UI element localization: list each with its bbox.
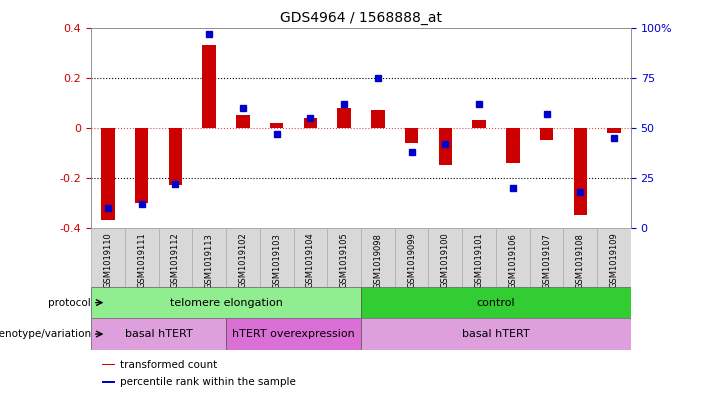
Text: GSM1019113: GSM1019113: [205, 233, 214, 288]
Text: basal hTERT: basal hTERT: [125, 329, 193, 339]
Bar: [102, 364, 115, 365]
Bar: [597, 228, 631, 287]
Bar: [294, 228, 327, 287]
Bar: [158, 228, 192, 287]
Bar: [439, 128, 452, 165]
Bar: [101, 128, 115, 220]
Bar: [226, 318, 361, 350]
Bar: [573, 128, 587, 215]
Bar: [91, 228, 125, 287]
Bar: [361, 287, 631, 318]
Bar: [226, 228, 260, 287]
Bar: [203, 45, 216, 128]
Text: GSM1019098: GSM1019098: [374, 233, 382, 288]
Bar: [361, 318, 631, 350]
Bar: [91, 287, 361, 318]
Text: GSM1019111: GSM1019111: [137, 233, 147, 288]
Text: transformed count: transformed count: [121, 360, 217, 370]
Bar: [91, 318, 226, 350]
Text: GSM1019106: GSM1019106: [508, 233, 517, 288]
Bar: [472, 120, 486, 128]
Bar: [260, 228, 294, 287]
Text: GSM1019110: GSM1019110: [104, 233, 112, 288]
Text: GSM1019109: GSM1019109: [610, 233, 618, 288]
Text: GSM1019102: GSM1019102: [238, 233, 247, 288]
Text: GSM1019112: GSM1019112: [171, 233, 180, 288]
Bar: [102, 381, 115, 383]
Bar: [395, 228, 428, 287]
Bar: [125, 228, 158, 287]
Bar: [564, 228, 597, 287]
Text: GSM1019105: GSM1019105: [340, 233, 348, 288]
Bar: [236, 115, 250, 128]
Text: GSM1019104: GSM1019104: [306, 233, 315, 288]
Text: GSM1019103: GSM1019103: [272, 233, 281, 288]
Bar: [361, 228, 395, 287]
Text: telomere elongation: telomere elongation: [170, 298, 283, 308]
Bar: [337, 108, 351, 128]
Bar: [135, 128, 149, 203]
Bar: [169, 128, 182, 185]
Bar: [462, 228, 496, 287]
Bar: [327, 228, 361, 287]
Text: GSM1019101: GSM1019101: [475, 233, 484, 288]
Text: GSM1019099: GSM1019099: [407, 233, 416, 288]
Bar: [530, 228, 564, 287]
Bar: [506, 128, 519, 163]
Bar: [496, 228, 530, 287]
Bar: [304, 118, 317, 128]
Text: basal hTERT: basal hTERT: [462, 329, 530, 339]
Bar: [540, 128, 553, 140]
Text: protocol: protocol: [48, 298, 91, 308]
Text: GSM1019100: GSM1019100: [441, 233, 450, 288]
Text: genotype/variation: genotype/variation: [0, 329, 91, 339]
Text: hTERT overexpression: hTERT overexpression: [232, 329, 355, 339]
Text: percentile rank within the sample: percentile rank within the sample: [121, 377, 296, 387]
Bar: [270, 123, 283, 128]
Bar: [405, 128, 418, 143]
Text: control: control: [477, 298, 515, 308]
Bar: [428, 228, 462, 287]
Text: GSM1019107: GSM1019107: [542, 233, 551, 288]
Bar: [607, 128, 621, 133]
Title: GDS4964 / 1568888_at: GDS4964 / 1568888_at: [280, 11, 442, 25]
Text: GSM1019108: GSM1019108: [576, 233, 585, 288]
Bar: [192, 228, 226, 287]
Bar: [371, 110, 385, 128]
